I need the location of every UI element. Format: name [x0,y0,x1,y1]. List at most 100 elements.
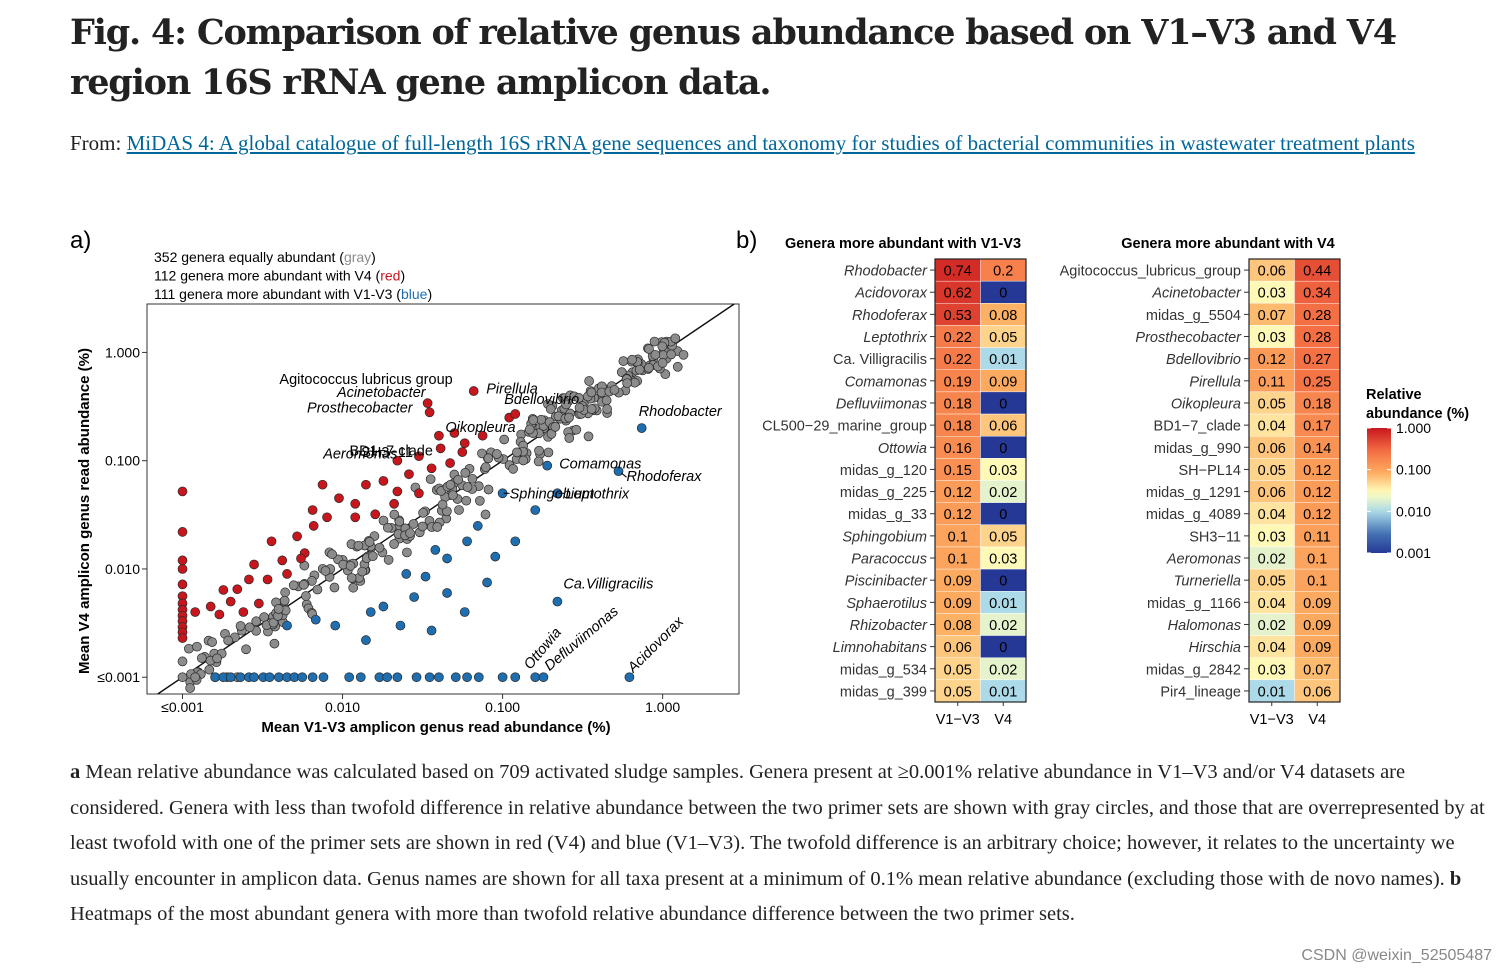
point-red [249,559,259,570]
point-label: BD1−7 clade [349,444,432,460]
point-gray [649,336,660,347]
point-gray [508,464,518,474]
point-label: Pirellula [486,382,538,398]
caption-b-text: Heatmaps of the most abundant genera wit… [70,903,1075,925]
point-red [459,438,470,449]
heatmap-column-label: V1−V3 [1250,712,1294,728]
point-gray [564,412,574,423]
heatmap-row-label: Pir4_lineage [1160,684,1241,700]
point-gray [448,490,458,501]
point-gray [394,516,405,527]
point-blue [624,672,635,683]
point-red [307,505,318,515]
legend-entry: 352 genera equally abundant (gray) [154,249,376,265]
point-gray [543,447,554,458]
point-gray [244,622,255,633]
heatmap-row-label: SH3−11 [1189,529,1241,545]
point-red [414,451,424,462]
point-red [449,428,460,438]
source-line: From: MiDAS 4: A global catalogue of ful… [70,126,1470,161]
point-red [177,527,188,537]
point-red [322,512,332,523]
caption-b-label: b [1449,867,1462,890]
point-red [370,509,381,520]
colorbar-label: 0.010 [1396,503,1431,519]
point-gray [185,683,195,693]
point-red [190,607,201,617]
point-gray [561,399,571,410]
point-gray [389,509,400,520]
heatmap-cell-value: 0.03 [1258,662,1286,678]
heatmap-row-label: midas_g_534 [840,662,927,678]
point-gray [348,582,359,593]
point-blue [401,569,412,579]
heatmap-cell-value: 0.2 [993,264,1013,280]
heatmap-cell-value: 0.22 [944,330,972,346]
heatmap-cell-value: 0.03 [1258,286,1286,302]
point-blue [552,596,563,607]
point-gray [609,385,620,395]
point-gray [357,566,368,577]
heatmap-cell-value: 0.05 [944,662,972,678]
legend-text: ) [371,249,376,265]
point-gray [512,447,522,458]
point-red [225,596,236,607]
point-gray [177,672,188,683]
heatmap-cell-value: 0.03 [1258,529,1286,545]
source-article-link[interactable]: MiDAS 4: A global catalogue of full-leng… [126,131,1415,155]
point-gray [586,387,597,398]
legend-color-word: red [380,268,400,284]
point-blue [459,607,470,617]
point-gray [417,521,428,532]
point-red [238,607,249,617]
heatmap-cell-value: 0.01 [989,684,1017,700]
point-blue [462,536,472,547]
heatmap-row-label: SH−PL14 [1179,463,1241,479]
point-gray [618,356,629,366]
heatmap-row-label: Rhodoferax [852,308,928,324]
point-blue [542,460,553,471]
heatmap-cell-value: 0.44 [1303,264,1331,280]
heatmap-row-label: Bdellovibrio [1166,352,1241,368]
point-red [296,553,306,564]
point-gray [528,415,539,425]
point-blue [282,620,292,631]
heatmap-cell-value: 0.09 [1303,596,1331,612]
point-red [350,512,361,523]
point-gray [627,354,637,365]
heatmap-cell-value: 0.74 [944,264,972,280]
heatmap-row-label: midas_g_120 [840,463,927,479]
point-gray [672,361,683,372]
point-gray [634,364,645,375]
colorbar-title: abundance (%) [1366,406,1469,422]
heatmap-cell-value: 0.05 [989,330,1017,346]
heatmap-row-label: Acinetobacter [1151,286,1242,302]
heatmap-cell-value: 0.53 [944,308,972,324]
point-gray [583,431,594,442]
point-red [424,407,435,418]
heatmap-title: Genera more abundant with V1-V3 [785,236,1021,252]
point-red [177,633,188,643]
point-gray [378,515,389,526]
point-gray [327,549,337,560]
point-gray [418,507,428,518]
point-blue [210,672,221,683]
point-gray [650,349,661,360]
point-label: Comamonas [559,457,641,473]
point-gray [288,580,299,591]
point-blue [530,505,541,515]
heatmap-cell-value: 0.05 [1258,396,1286,412]
heatmap-cell-value: 0.28 [1303,308,1331,324]
scatter-points [177,333,689,693]
figure-title: Fig. 4: Comparison of relative genus abu… [70,12,1397,103]
heatmap-cell-value: 0.08 [944,618,972,634]
point-gray [279,595,290,606]
heatmap-cell-value: 0.04 [1258,640,1286,656]
heatmap-column-label: V4 [1308,712,1326,728]
heatmap-cell-value: 0.01 [989,352,1017,368]
label-leader [621,472,627,478]
point-blue [442,588,452,598]
heatmap-cell-value: 0.22 [944,352,972,368]
heatmap-row-label: midas_g_4089 [1146,507,1241,523]
point-label: Oikopleura [445,420,515,436]
